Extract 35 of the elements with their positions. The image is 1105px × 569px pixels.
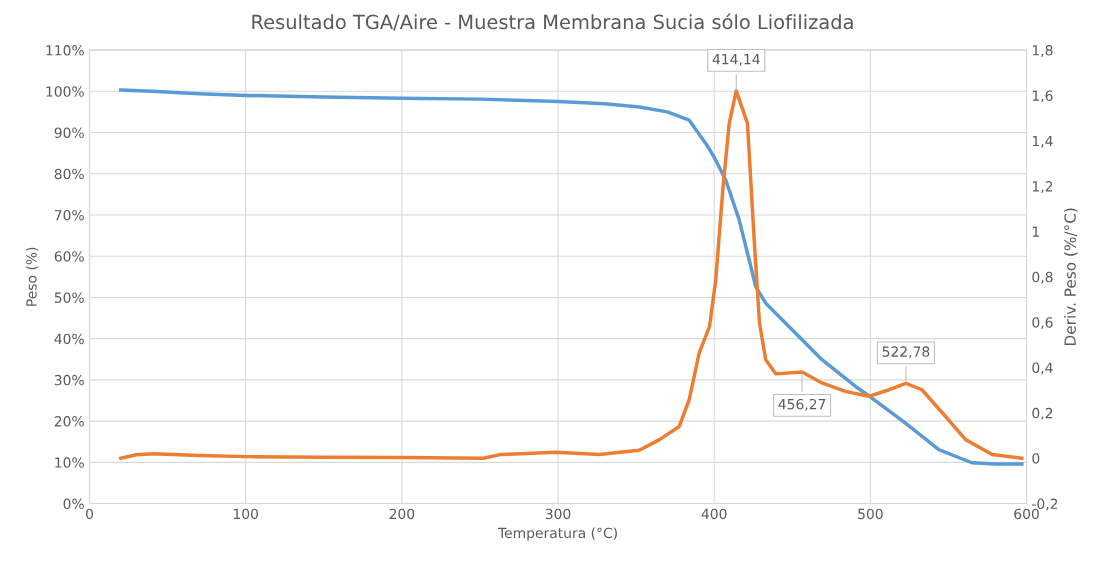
y-tick-label: 0% — [63, 498, 84, 510]
y2-tick-label: 0,2 — [1032, 407, 1053, 420]
y2-tick-label: 0,6 — [1032, 317, 1053, 330]
x-axis-title: Temperatura (°C) — [497, 527, 617, 541]
y-tick-label: 40% — [54, 333, 84, 345]
y2-axis-title: Deriv. Peso (%/°C) — [1064, 208, 1078, 346]
y-tick-label: 100% — [46, 86, 84, 97]
y-axis-title: Peso (%) — [25, 247, 39, 306]
y-tick-label: 60% — [54, 251, 84, 262]
y2-tick-label: 1 — [1032, 226, 1039, 237]
y-tick-label: 50% — [54, 292, 84, 303]
annotation: 522,78 — [882, 346, 930, 359]
annotation: 414,14 — [712, 54, 760, 66]
y-tick-label: 90% — [54, 127, 84, 138]
y-tick-label: 10% — [55, 457, 84, 468]
y-tick-label: 30% — [54, 374, 84, 386]
y-tick-label: 70% — [54, 209, 84, 221]
y2-tick-label: 1,8 — [1032, 45, 1053, 57]
chart-title: Resultado TGA/Aire - Muestra Membrana Sucia sólo Liofilizada — [252, 13, 853, 31]
annotation: 456,27 — [778, 398, 826, 411]
x-tick-label: 300 — [545, 508, 571, 520]
y2-tick-label: 1,2 — [1032, 181, 1053, 194]
y2-tick-label: 1,6 — [1032, 90, 1053, 103]
y-tick-label: 110% — [46, 45, 84, 56]
y-tick-label: 80% — [54, 168, 84, 180]
y-tick-label: 20% — [54, 416, 84, 427]
y2-tick-label: 0,8 — [1032, 271, 1053, 284]
x-tick-label: 0 — [86, 508, 93, 520]
x-tick-label: 200 — [389, 508, 415, 520]
x-tick-label: 100 — [233, 508, 259, 520]
y2-tick-label: 0,4 — [1032, 362, 1053, 375]
y2-tick-label: 0 — [1032, 453, 1040, 464]
x-tick-label: 400 — [701, 508, 727, 520]
x-tick-label: 500 — [858, 508, 883, 520]
y2-tick-label: 1,4 — [1032, 135, 1053, 148]
